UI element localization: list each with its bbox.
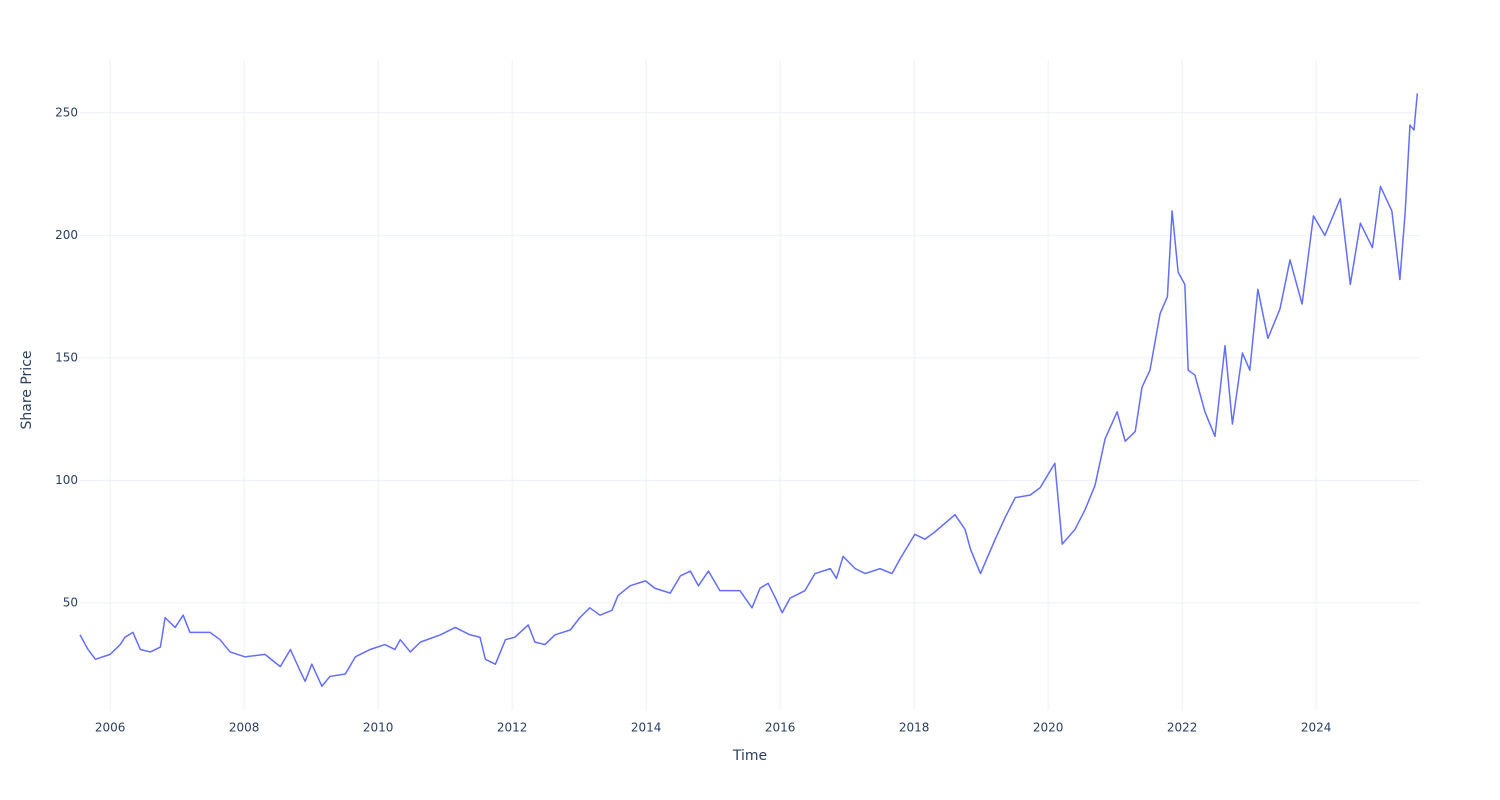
x-tick-label: 2010 xyxy=(363,721,394,735)
x-tick-label: 2016 xyxy=(765,721,796,735)
x-tick-label: 2020 xyxy=(1033,721,1064,735)
x-tick-label: 2006 xyxy=(95,721,126,735)
y-axis-title: Share Price xyxy=(19,350,35,429)
y-tick-label: 50 xyxy=(63,595,78,609)
x-tick-label: 2018 xyxy=(899,721,930,735)
x-tick-label: 2008 xyxy=(229,721,260,735)
x-tick-label: 2024 xyxy=(1301,721,1332,735)
x-tick-label: 2012 xyxy=(497,721,528,735)
x-tick-label: 2014 xyxy=(631,721,662,735)
y-tick-label: 200 xyxy=(55,228,78,242)
y-tick-label: 150 xyxy=(55,350,78,364)
price-line xyxy=(79,93,1419,687)
x-tick-label: 2022 xyxy=(1167,721,1198,735)
y-tick-label: 250 xyxy=(55,105,78,119)
y-tick-label: 100 xyxy=(55,473,78,487)
x-axis-title: Time xyxy=(732,748,767,764)
